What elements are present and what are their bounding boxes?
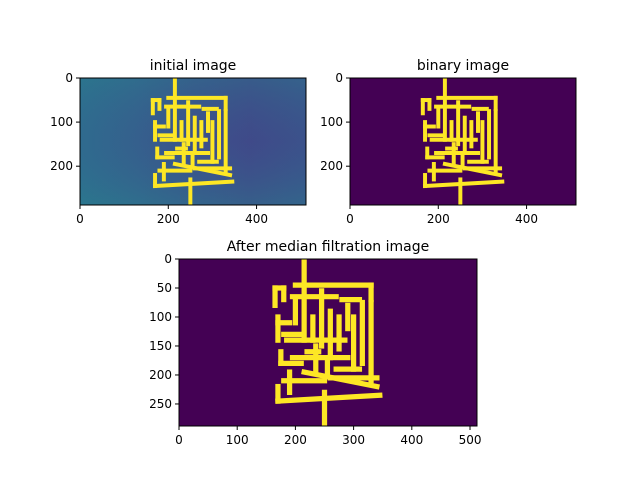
x-tick-label: 0 (346, 212, 354, 226)
x-tick-label: 300 (342, 433, 365, 447)
maze-wall (422, 179, 505, 189)
x-tick-label: 200 (284, 433, 307, 447)
maze-wall (152, 179, 235, 189)
y-tick-label: 0 (335, 71, 343, 85)
maze-wall (275, 392, 383, 404)
y-tick-label: 200 (50, 159, 73, 173)
y-tick-label: 100 (149, 310, 172, 324)
x-tick-label: 200 (427, 212, 450, 226)
x-tick-label: 100 (226, 433, 249, 447)
x-tick-label: 400 (515, 212, 538, 226)
y-tick-label: 50 (157, 281, 172, 295)
axes-frame (79, 77, 307, 206)
axes-frame (178, 258, 478, 427)
x-tick-label: 200 (157, 212, 180, 226)
y-tick-label: 0 (65, 71, 73, 85)
maze (150, 78, 235, 205)
x-tick-label: 0 (175, 433, 183, 447)
subplot-title: initial image (150, 58, 237, 74)
y-tick-label: 100 (50, 115, 73, 129)
subplot-2: 0 200 400 0 100 200 binary image (320, 58, 577, 226)
y-tick-label: 100 (320, 115, 343, 129)
axes-frame (349, 77, 577, 206)
maze (420, 78, 505, 205)
x-tick-label: 400 (245, 212, 268, 226)
y-tick-label: 0 (164, 252, 172, 266)
subplot-title: After median filtration image (227, 239, 429, 255)
subplot-title: binary image (417, 58, 509, 74)
y-tick-label: 250 (149, 397, 172, 411)
y-tick-label: 200 (149, 368, 172, 382)
maze (272, 259, 383, 426)
x-tick-label: 0 (76, 212, 84, 226)
subplot-1: 0 200 400 0 100 200 initial image (50, 58, 307, 226)
x-tick-label: 500 (459, 433, 482, 447)
x-tick-label: 400 (400, 433, 423, 447)
y-tick-label: 150 (149, 339, 172, 353)
subplot-3: 0 100 200 300 400 500 0 50 100 150 200 250 After med… (149, 239, 481, 447)
y-tick-label: 200 (320, 159, 343, 173)
